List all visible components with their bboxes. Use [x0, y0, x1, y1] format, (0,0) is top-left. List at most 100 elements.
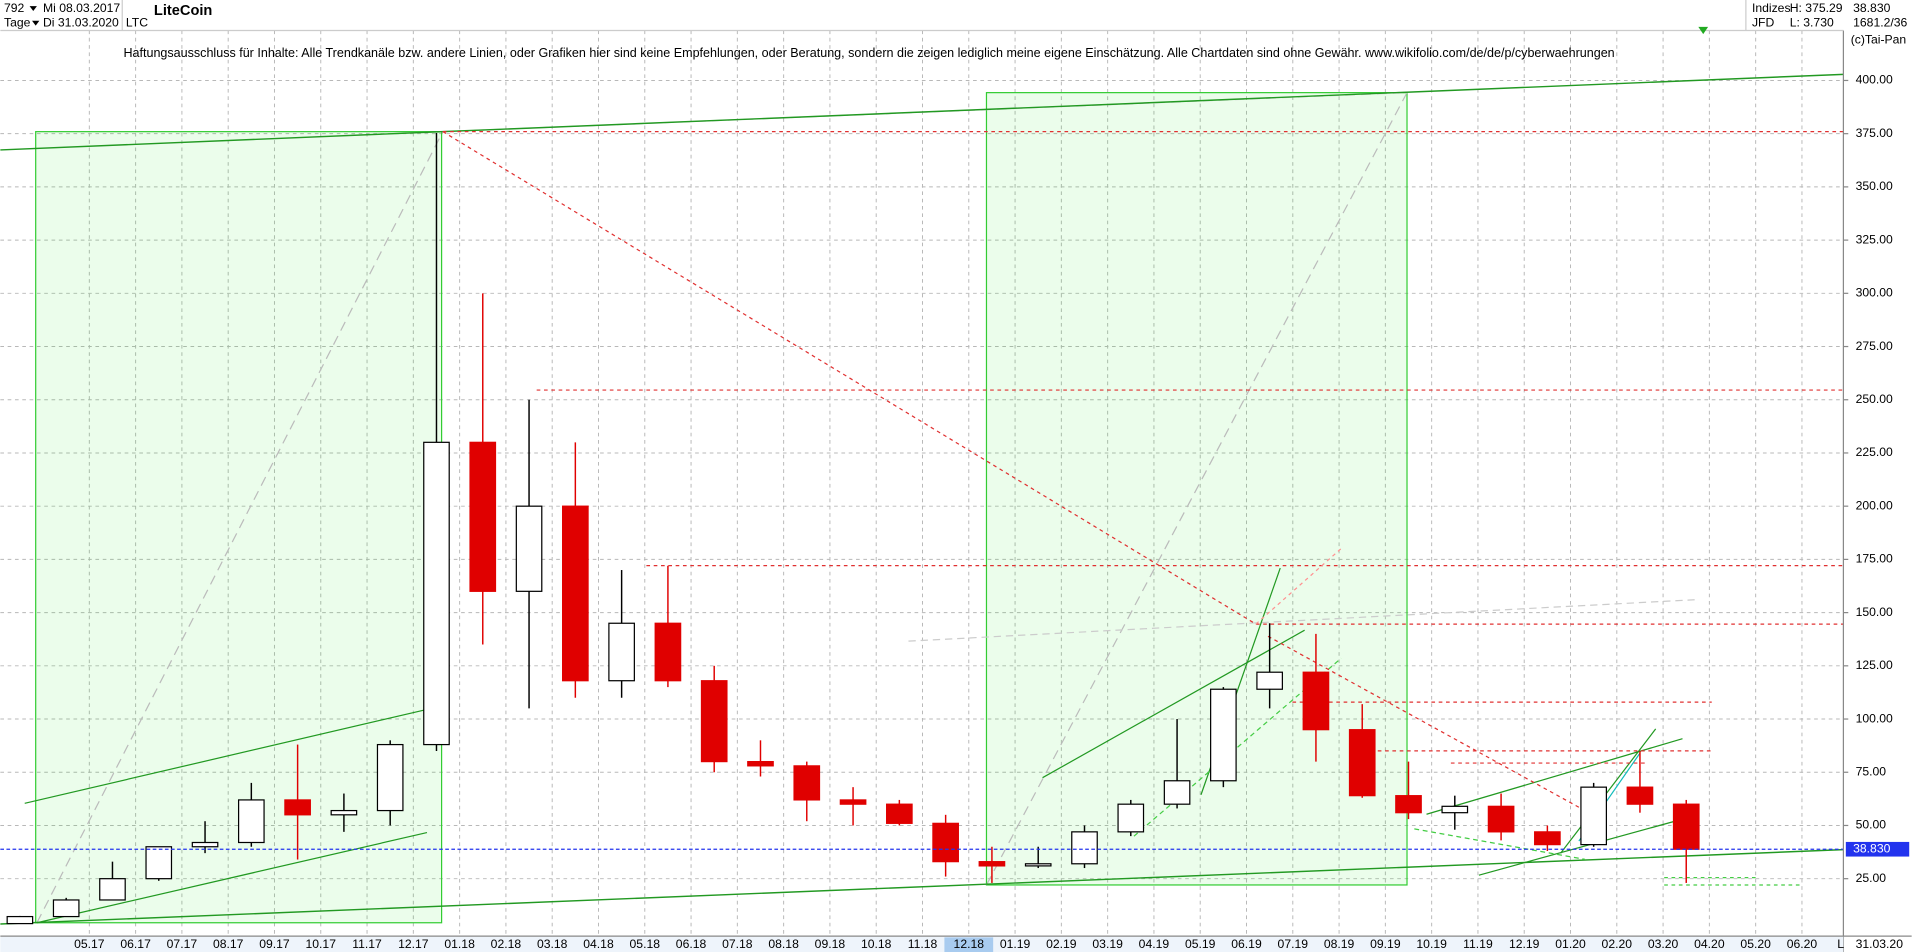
- trend-line: [1042, 629, 1305, 779]
- x-tick-label: 03.20: [1648, 937, 1679, 951]
- chart-title: LiteCoin: [154, 3, 213, 19]
- grid: [0, 30, 1844, 937]
- x-tick-label: 10.18: [861, 937, 892, 951]
- x-tick-label: 12.19: [1509, 937, 1540, 951]
- y-tick-label: 225.00: [1856, 445, 1893, 459]
- x-axis-panel: [0, 936, 1844, 952]
- highlight: [944, 937, 994, 952]
- trend-line: [0, 130, 443, 151]
- candle-body: [469, 441, 497, 592]
- scale-mode: L: [1837, 937, 1844, 951]
- diagonal: [985, 92, 1408, 886]
- x-tick-label: 03.18: [537, 937, 568, 951]
- candle-body: [886, 803, 913, 824]
- candle-body: [1071, 831, 1098, 865]
- high-label: H: 375.29: [1790, 1, 1843, 15]
- candle-body: [1672, 803, 1700, 850]
- last-date: 31.03.20: [1856, 937, 1904, 951]
- x-tick-label: 12.18: [954, 937, 985, 951]
- candle-body: [978, 861, 1006, 867]
- candles: [0, 133, 1844, 925]
- candle-body: [145, 846, 173, 880]
- header: [0, 0, 1912, 31]
- candle-body: [52, 899, 80, 918]
- x-tick-label: 04.18: [583, 937, 614, 951]
- diagonal: [908, 599, 1695, 642]
- candle-body: [1163, 780, 1191, 805]
- x-tick-label: 05.18: [630, 937, 661, 951]
- candle-body: [1348, 729, 1376, 797]
- end-date: Di 31.03.2020: [43, 15, 119, 29]
- marker-icon: [1698, 26, 1709, 35]
- x-tick-label: 01.20: [1555, 937, 1586, 951]
- x-tick-label: 08.19: [1324, 937, 1355, 951]
- candle-body: [700, 680, 728, 763]
- dropdown-icon[interactable]: [32, 20, 40, 26]
- x-tick-label: 07.18: [722, 937, 753, 951]
- green-box: [35, 131, 443, 924]
- candle-body: [932, 822, 959, 863]
- candle-body: [1441, 805, 1469, 814]
- x-tick-label: 05.19: [1185, 937, 1216, 951]
- candle-body: [608, 622, 635, 682]
- x-tick-label: 01.19: [1000, 937, 1031, 951]
- x-tick-label: 08.18: [768, 937, 799, 951]
- y-tick-label: 125.00: [1856, 658, 1893, 672]
- x-tick-label: 11.18: [908, 937, 938, 951]
- x-tick-label: 04.20: [1694, 937, 1725, 951]
- y-tick-label: 350.00: [1856, 179, 1893, 193]
- y-axis: 25.00 50.00 75.00 100.00 125.00 150.00 175.00 2…: [1843, 73, 1910, 885]
- candle-body: [1302, 671, 1330, 731]
- candle-body: [747, 760, 774, 767]
- trend-line: [442, 73, 1844, 133]
- period: Tage: [4, 15, 31, 29]
- y-tick-label: 75.00: [1856, 764, 1887, 778]
- y-tick-label: 50.00: [1856, 818, 1887, 832]
- x-tick-label: 06.17: [120, 937, 151, 951]
- candle-body: [1117, 803, 1145, 833]
- candle-body: [515, 505, 543, 592]
- candle-body: [1487, 805, 1515, 833]
- x-tick-label: 06.19: [1231, 937, 1262, 951]
- trend-line: [1478, 818, 1683, 876]
- candle-body: [1534, 831, 1561, 846]
- low-label: L: 3.730: [1790, 15, 1834, 29]
- x-tick-label: 09.19: [1370, 937, 1401, 951]
- drawings: [0, 73, 1844, 925]
- symbol: LTC: [126, 15, 148, 29]
- trend-line: [24, 708, 428, 804]
- broker: JFD: [1752, 15, 1775, 29]
- trend-line: [36, 831, 428, 924]
- y-tick-label: 400.00: [1856, 73, 1893, 87]
- candle-body: [793, 765, 821, 801]
- x-tick-label: 09.17: [259, 937, 290, 951]
- x-tick-label: 12.17: [398, 937, 429, 951]
- trend-line: [1414, 828, 1586, 860]
- x-tick-label: 06.20: [1787, 937, 1818, 951]
- x-tick-label: 10.17: [306, 937, 337, 951]
- candle-body: [99, 878, 126, 901]
- candle-body: [1024, 863, 1052, 867]
- candle-body: [376, 743, 404, 812]
- x-tick-label: 07.19: [1278, 937, 1309, 951]
- candle-body: [654, 622, 682, 682]
- y-tick-label: 300.00: [1856, 286, 1893, 300]
- x-tick-label: 05.17: [74, 937, 105, 951]
- x-tick-label: 11.17: [352, 937, 382, 951]
- y-tick-label: 325.00: [1856, 232, 1893, 246]
- candle-body: [423, 441, 450, 746]
- candle-body: [1256, 671, 1283, 690]
- x-tick-label: 07.17: [167, 937, 198, 951]
- y-tick-label: 250.00: [1856, 392, 1893, 406]
- x-tick-label: 08.17: [213, 937, 244, 951]
- x-tick-label: 01.18: [444, 937, 475, 951]
- y-tick-label: 175.00: [1856, 552, 1893, 566]
- trend-line-red: [1267, 635, 1586, 812]
- x-tick-label: 09.18: [815, 937, 846, 951]
- candle-body: [1580, 786, 1607, 846]
- dropdown-icon[interactable]: [29, 6, 37, 11]
- x-tick-label: 02.18: [491, 937, 522, 951]
- last-price-box: [1845, 841, 1910, 857]
- candle-body: [237, 799, 265, 844]
- y-tick-label: 375.00: [1856, 126, 1893, 140]
